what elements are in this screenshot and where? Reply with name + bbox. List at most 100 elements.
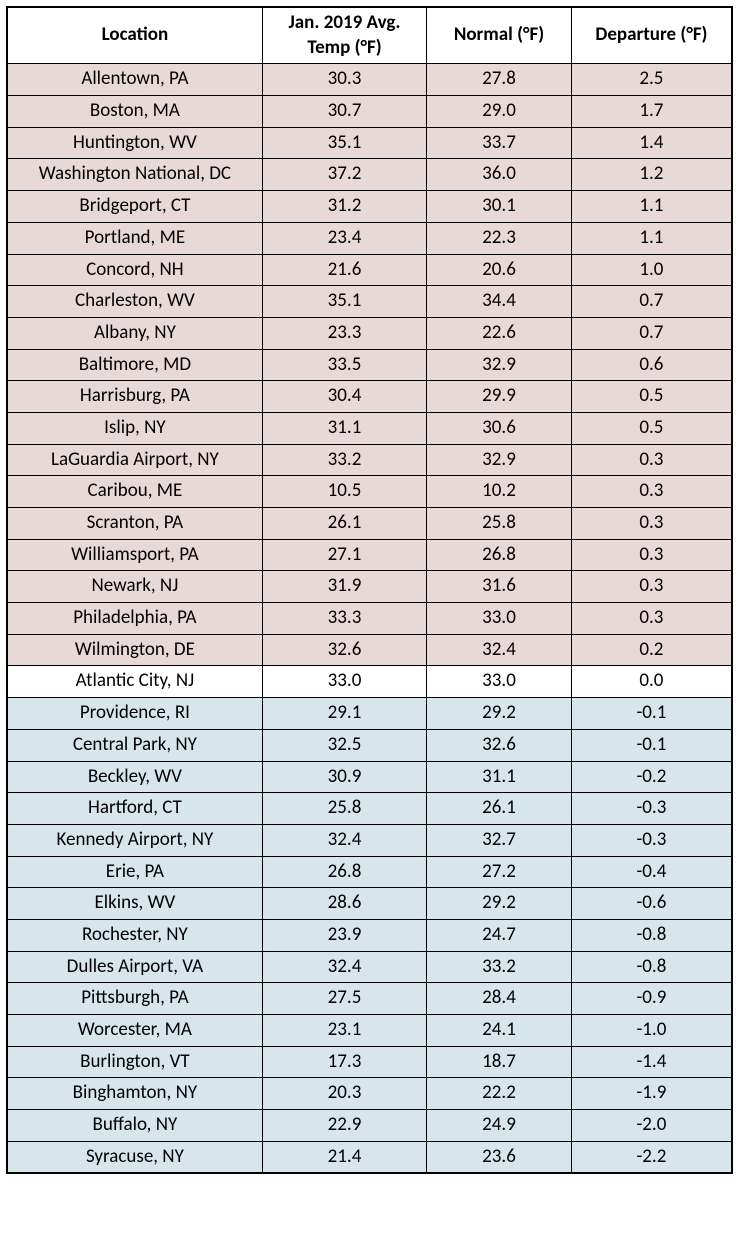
- table-row: Rochester, NY23.924.7-0.8: [7, 919, 732, 951]
- cell-departure: -0.3: [571, 824, 732, 856]
- cell-location: Providence, RI: [7, 698, 262, 730]
- table-row: Burlington, VT17.318.7-1.4: [7, 1046, 732, 1078]
- cell-normal: 36.0: [427, 159, 572, 191]
- cell-departure: -0.1: [571, 729, 732, 761]
- cell-avg: 35.1: [262, 127, 426, 159]
- table-row: Pittsburgh, PA27.528.4-0.9: [7, 983, 732, 1015]
- cell-departure: 1.4: [571, 127, 732, 159]
- cell-location: Atlantic City, NJ: [7, 666, 262, 698]
- cell-avg: 30.4: [262, 381, 426, 413]
- table-row: Elkins, WV28.629.2-0.6: [7, 888, 732, 920]
- table-row: Portland, ME23.422.31.1: [7, 222, 732, 254]
- cell-location: Washington National, DC: [7, 159, 262, 191]
- cell-normal: 27.2: [427, 856, 572, 888]
- cell-normal: 33.7: [427, 127, 572, 159]
- cell-avg: 21.4: [262, 1141, 426, 1173]
- cell-avg: 35.1: [262, 286, 426, 318]
- cell-avg: 33.3: [262, 603, 426, 635]
- table-row: Kennedy Airport, NY32.432.7-0.3: [7, 824, 732, 856]
- table-row: Dulles Airport, VA32.433.2-0.8: [7, 951, 732, 983]
- cell-normal: 29.9: [427, 381, 572, 413]
- cell-normal: 32.9: [427, 444, 572, 476]
- cell-normal: 28.4: [427, 983, 572, 1015]
- cell-departure: 2.5: [571, 64, 732, 96]
- table-row: Allentown, PA30.327.82.5: [7, 64, 732, 96]
- table-row: Hartford, CT25.826.1-0.3: [7, 793, 732, 825]
- cell-avg: 23.3: [262, 317, 426, 349]
- cell-departure: 0.5: [571, 381, 732, 413]
- cell-avg: 23.9: [262, 919, 426, 951]
- table-row: Beckley, WV30.931.1-0.2: [7, 761, 732, 793]
- cell-avg: 23.1: [262, 1015, 426, 1047]
- cell-departure: 1.7: [571, 96, 732, 128]
- cell-avg: 17.3: [262, 1046, 426, 1078]
- cell-normal: 31.6: [427, 571, 572, 603]
- cell-avg: 20.3: [262, 1078, 426, 1110]
- cell-location: Portland, ME: [7, 222, 262, 254]
- cell-departure: 0.3: [571, 539, 732, 571]
- cell-normal: 18.7: [427, 1046, 572, 1078]
- cell-avg: 32.6: [262, 634, 426, 666]
- table-row: Syracuse, NY21.423.6-2.2: [7, 1141, 732, 1173]
- cell-location: Pittsburgh, PA: [7, 983, 262, 1015]
- cell-normal: 26.8: [427, 539, 572, 571]
- cell-location: Elkins, WV: [7, 888, 262, 920]
- cell-departure: -1.0: [571, 1015, 732, 1047]
- cell-avg: 22.9: [262, 1110, 426, 1142]
- cell-location: Albany, NY: [7, 317, 262, 349]
- cell-normal: 29.2: [427, 698, 572, 730]
- col-header-departure: Departure (°F): [571, 7, 732, 64]
- cell-normal: 32.4: [427, 634, 572, 666]
- cell-departure: 1.2: [571, 159, 732, 191]
- cell-normal: 34.4: [427, 286, 572, 318]
- table-body: Allentown, PA30.327.82.5Boston, MA30.729…: [7, 64, 732, 1174]
- cell-location: Erie, PA: [7, 856, 262, 888]
- cell-normal: 22.6: [427, 317, 572, 349]
- cell-departure: 0.3: [571, 476, 732, 508]
- cell-avg: 10.5: [262, 476, 426, 508]
- cell-avg: 31.2: [262, 191, 426, 223]
- table-row: Islip, NY31.130.60.5: [7, 412, 732, 444]
- cell-location: Philadelphia, PA: [7, 603, 262, 635]
- col-header-normal: Normal (°F): [427, 7, 572, 64]
- cell-location: Worcester, MA: [7, 1015, 262, 1047]
- table-row: Erie, PA26.827.2-0.4: [7, 856, 732, 888]
- cell-location: Beckley, WV: [7, 761, 262, 793]
- cell-location: Buffalo, NY: [7, 1110, 262, 1142]
- cell-departure: -0.8: [571, 951, 732, 983]
- cell-departure: 0.3: [571, 508, 732, 540]
- cell-location: Dulles Airport, VA: [7, 951, 262, 983]
- table-row: Williamsport, PA27.126.80.3: [7, 539, 732, 571]
- cell-avg: 33.5: [262, 349, 426, 381]
- cell-location: Binghamton, NY: [7, 1078, 262, 1110]
- cell-normal: 31.1: [427, 761, 572, 793]
- cell-location: Kennedy Airport, NY: [7, 824, 262, 856]
- table-row: Charleston, WV35.134.40.7: [7, 286, 732, 318]
- table-row: Wilmington, DE32.632.40.2: [7, 634, 732, 666]
- cell-normal: 32.7: [427, 824, 572, 856]
- cell-normal: 22.2: [427, 1078, 572, 1110]
- cell-avg: 30.9: [262, 761, 426, 793]
- cell-location: Williamsport, PA: [7, 539, 262, 571]
- temperature-table: Location Jan. 2019 Avg. Temp (°F) Normal…: [6, 6, 733, 1174]
- cell-location: Huntington, WV: [7, 127, 262, 159]
- cell-avg: 28.6: [262, 888, 426, 920]
- cell-departure: -2.2: [571, 1141, 732, 1173]
- cell-departure: 0.3: [571, 444, 732, 476]
- cell-normal: 29.2: [427, 888, 572, 920]
- cell-normal: 33.0: [427, 603, 572, 635]
- cell-departure: -0.1: [571, 698, 732, 730]
- cell-location: Allentown, PA: [7, 64, 262, 96]
- cell-avg: 32.4: [262, 951, 426, 983]
- cell-normal: 27.8: [427, 64, 572, 96]
- cell-departure: -0.8: [571, 919, 732, 951]
- table-row: Washington National, DC37.236.01.2: [7, 159, 732, 191]
- cell-location: Bridgeport, CT: [7, 191, 262, 223]
- cell-departure: 0.0: [571, 666, 732, 698]
- table-row: Buffalo, NY22.924.9-2.0: [7, 1110, 732, 1142]
- cell-location: Burlington, VT: [7, 1046, 262, 1078]
- cell-avg: 26.1: [262, 508, 426, 540]
- table-row: Caribou, ME10.510.20.3: [7, 476, 732, 508]
- cell-avg: 33.0: [262, 666, 426, 698]
- cell-departure: -0.3: [571, 793, 732, 825]
